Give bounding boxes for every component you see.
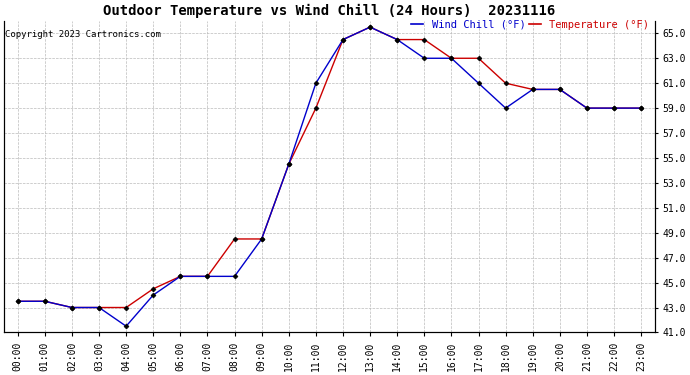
Wind Chill (°F) (339, 38, 347, 42)
Wind Chill (°F) (176, 274, 184, 279)
Temperature (°F) (420, 38, 428, 42)
Temperature (°F) (204, 274, 212, 279)
Wind Chill (°F) (257, 237, 266, 241)
Temperature (°F) (637, 106, 645, 110)
Wind Chill (°F) (447, 56, 455, 60)
Line: Wind Chill (°F): Wind Chill (°F) (16, 26, 643, 328)
Wind Chill (°F) (14, 299, 22, 303)
Temperature (°F) (555, 87, 564, 92)
Wind Chill (°F) (529, 87, 537, 92)
Temperature (°F) (366, 25, 374, 29)
Wind Chill (°F) (95, 305, 104, 310)
Wind Chill (°F) (502, 106, 510, 110)
Temperature (°F) (529, 87, 537, 92)
Wind Chill (°F) (285, 162, 293, 166)
Wind Chill (°F) (68, 305, 76, 310)
Temperature (°F) (502, 81, 510, 86)
Wind Chill (°F) (637, 106, 645, 110)
Temperature (°F) (41, 299, 49, 303)
Temperature (°F) (610, 106, 618, 110)
Wind Chill (°F) (366, 25, 374, 29)
Temperature (°F) (176, 274, 184, 279)
Temperature (°F) (95, 305, 104, 310)
Wind Chill (°F) (41, 299, 49, 303)
Temperature (°F) (339, 38, 347, 42)
Temperature (°F) (285, 162, 293, 166)
Temperature (°F) (474, 56, 482, 60)
Temperature (°F) (68, 305, 76, 310)
Wind Chill (°F) (204, 274, 212, 279)
Wind Chill (°F) (420, 56, 428, 60)
Temperature (°F) (257, 237, 266, 241)
Wind Chill (°F) (474, 81, 482, 86)
Temperature (°F) (230, 237, 239, 241)
Legend: Wind Chill (°F), Temperature (°F): Wind Chill (°F), Temperature (°F) (411, 20, 649, 30)
Wind Chill (°F) (230, 274, 239, 279)
Title: Outdoor Temperature vs Wind Chill (24 Hours)  20231116: Outdoor Temperature vs Wind Chill (24 Ho… (104, 4, 555, 18)
Wind Chill (°F) (555, 87, 564, 92)
Wind Chill (°F) (122, 324, 130, 328)
Wind Chill (°F) (583, 106, 591, 110)
Wind Chill (°F) (312, 81, 320, 86)
Line: Temperature (°F): Temperature (°F) (16, 26, 643, 309)
Temperature (°F) (14, 299, 22, 303)
Wind Chill (°F) (610, 106, 618, 110)
Temperature (°F) (393, 38, 402, 42)
Temperature (°F) (149, 286, 157, 291)
Temperature (°F) (312, 106, 320, 110)
Wind Chill (°F) (149, 293, 157, 297)
Temperature (°F) (122, 305, 130, 310)
Text: Copyright 2023 Cartronics.com: Copyright 2023 Cartronics.com (6, 30, 161, 39)
Temperature (°F) (583, 106, 591, 110)
Wind Chill (°F) (393, 38, 402, 42)
Temperature (°F) (447, 56, 455, 60)
